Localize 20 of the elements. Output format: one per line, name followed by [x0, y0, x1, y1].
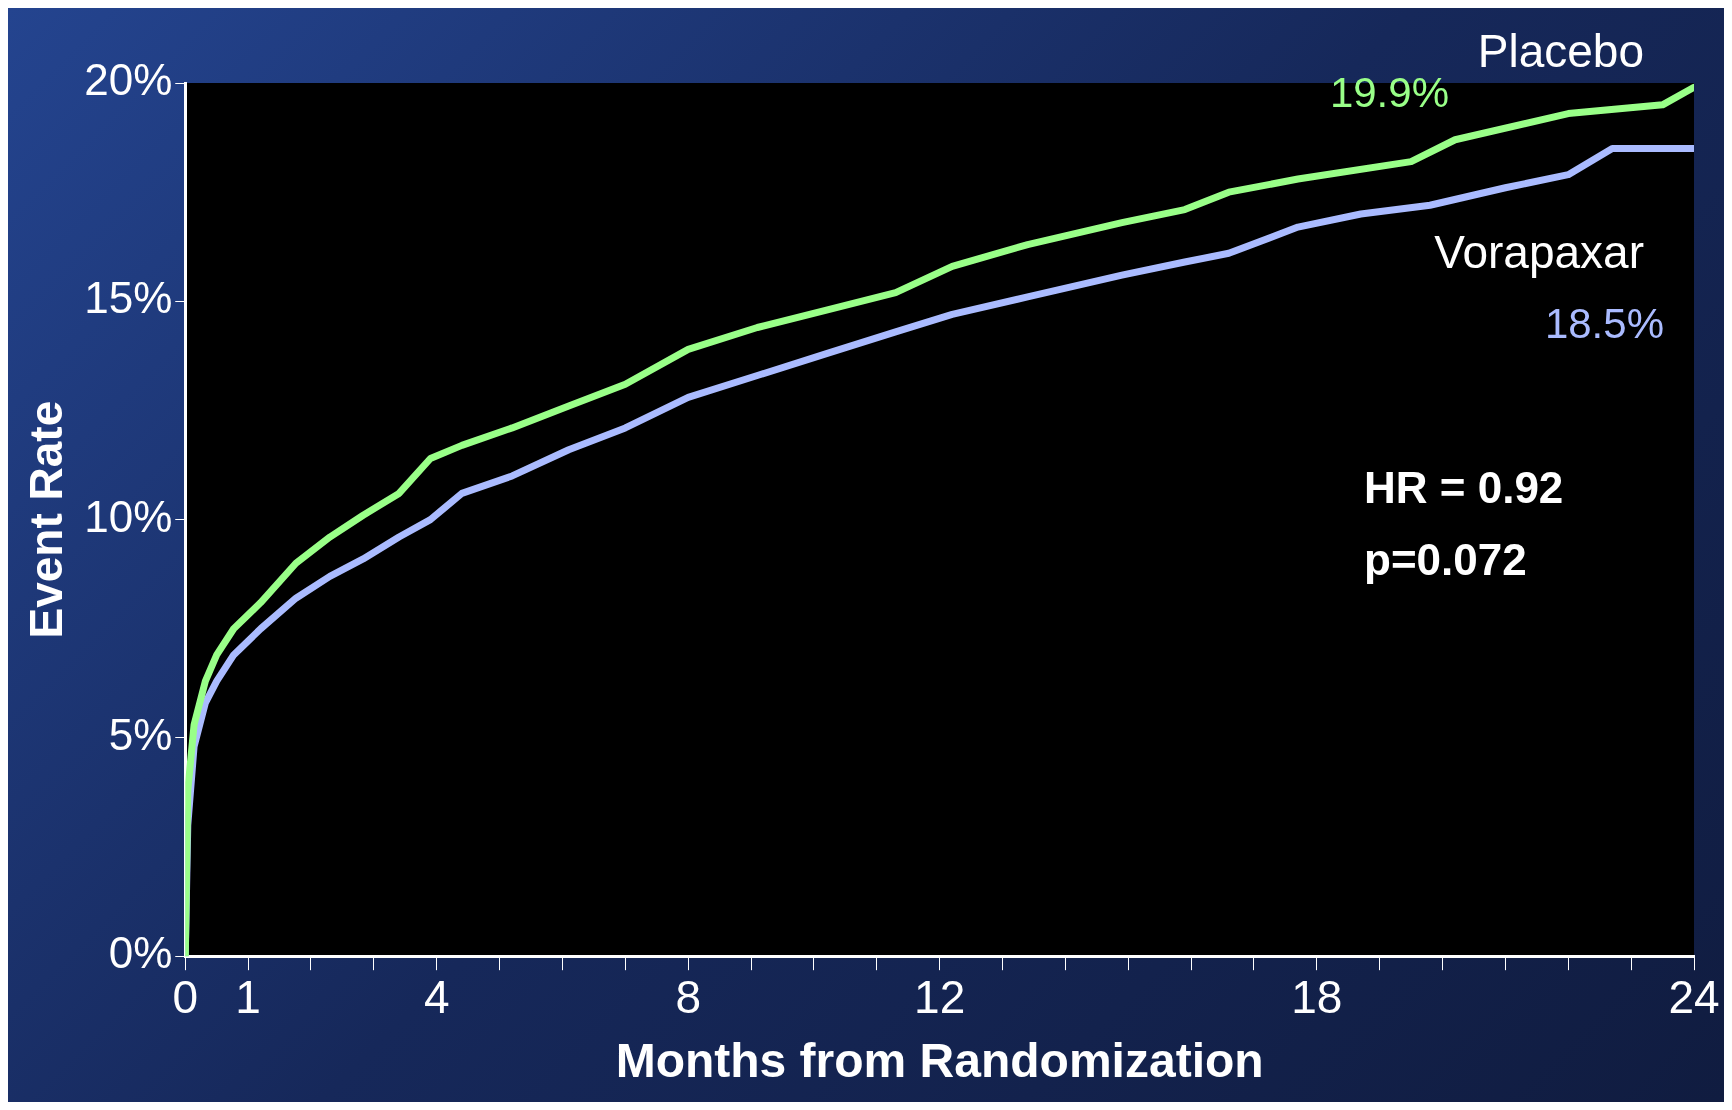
series-label: Vorapaxar: [1434, 226, 1644, 279]
x-axis-title: Months from Randomization: [615, 1034, 1264, 1088]
y-tick-label: 5%: [108, 710, 173, 760]
y-axis-title: Event Rate: [20, 400, 73, 639]
annotation: 18.5%: [1544, 300, 1664, 348]
series-label: Placebo: [1477, 25, 1644, 78]
y-tick-label: 0%: [108, 928, 173, 978]
x-tick-label: 0: [172, 971, 199, 1024]
y-tick-label: 10%: [84, 491, 173, 541]
x-tick-label: 8: [675, 971, 701, 1024]
x-tick-label: 18: [1291, 971, 1343, 1024]
y-tick-label: 20%: [84, 55, 173, 105]
annotation: 19.9%: [1329, 69, 1449, 117]
annotation: HR = 0.92: [1364, 463, 1564, 512]
x-tick-label: 24: [1668, 971, 1720, 1024]
x-tick-label: 1: [235, 971, 261, 1024]
annotation: p=0.072: [1364, 535, 1527, 584]
x-tick-label: 12: [914, 971, 966, 1024]
x-tick-label: 4: [423, 971, 450, 1024]
y-tick-label: 15%: [84, 273, 173, 323]
